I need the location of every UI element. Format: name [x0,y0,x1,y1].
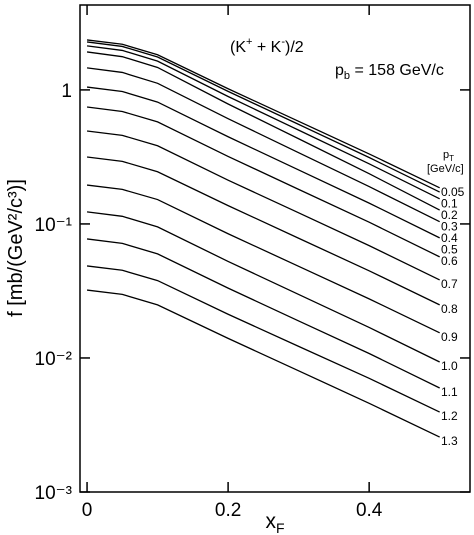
annotation-sup: - [281,36,285,48]
series-line [86,106,440,258]
annotation-part: )/2 [285,39,304,56]
series-label: 1.2 [441,409,458,423]
beam-main: p [335,62,344,79]
series-label: 0.1 [441,196,458,210]
series-label: 0.4 [441,231,458,245]
series-line [86,51,440,211]
series-line [86,41,440,193]
y-tick-label: 10⁻³ [35,483,73,504]
x-tick-label: 0.2 [215,500,241,521]
series-line [86,67,440,223]
series-line [86,289,440,438]
series-line [86,184,440,334]
y-tick-label: 1 [61,81,72,102]
legend-unit: [GeV/c] [427,163,464,175]
series-label: 0.3 [441,219,458,233]
series-line [86,130,440,281]
y-tick-label: 10⁻² [35,349,73,370]
reaction-annotation: (K+ + K-)/2 [230,36,304,56]
x-label-main: x [265,510,276,533]
series-label: 0.7 [441,277,458,291]
annotation-part: + K [252,39,281,56]
annotation-part: (K [230,39,246,56]
x-tick-label: 0 [82,500,93,521]
beam-rest: = 158 GeV/c [350,62,444,79]
series-line [86,238,440,389]
annotation-sup: + [246,36,252,48]
series-label: 1.3 [441,434,458,448]
beam-sub: b [344,70,350,82]
x-axis-label: xF [265,510,284,535]
series-line [86,45,440,200]
series-line [86,211,440,363]
legend-title: pT [443,149,454,163]
plot-frame [79,4,471,493]
series-label: 1.0 [441,359,458,373]
series-label: 0.6 [441,254,458,268]
series-line [86,156,440,306]
series-label: 0.05 [441,185,465,199]
x-tick-label: 0.4 [356,500,383,521]
series-label: 0.2 [441,208,458,222]
series-label: 1.1 [441,385,458,399]
legend-title-main: p [443,149,449,161]
series-line [86,39,440,189]
legend-title-sub: T [449,154,454,163]
y-tick-label: 10⁻¹ [35,215,73,236]
x-label-sub: F [276,520,285,535]
y-axis-label: f [mb/(GeV²/c³)] [5,179,27,317]
beam-annotation: pb = 158 GeV/c [335,62,444,82]
series-label: 0.8 [441,302,458,316]
series-label: 0.5 [441,242,458,256]
series-line [86,265,440,413]
series-line [86,86,440,239]
series-label: 0.9 [441,330,458,344]
